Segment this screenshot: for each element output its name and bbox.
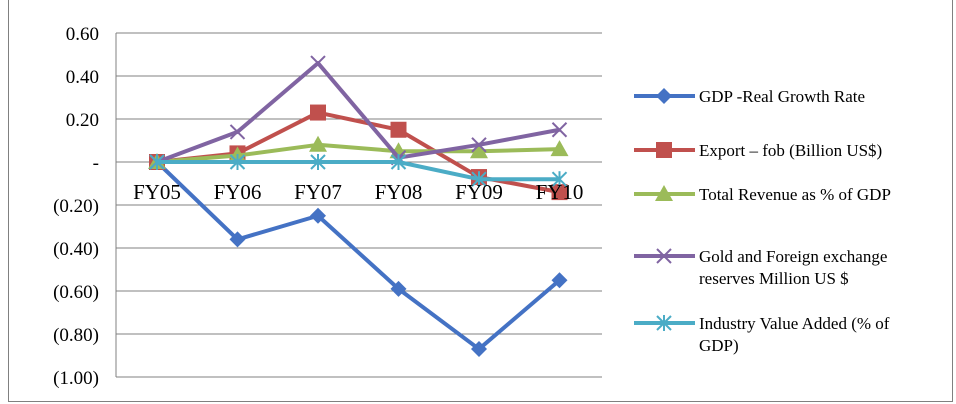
triangle-shape <box>470 142 488 159</box>
legend-item-3: Total Revenue as % of GDP <box>634 185 891 204</box>
diamond-shape <box>310 207 326 224</box>
series-line <box>156 142 560 164</box>
diamond-marker <box>310 207 326 224</box>
gridlines <box>115 32 602 378</box>
x-marker <box>656 248 672 264</box>
x-marker <box>551 122 568 138</box>
legend-label: Export – fob (Billion US$) <box>699 141 882 160</box>
diamond-marker <box>471 341 487 358</box>
series-1 <box>149 154 568 358</box>
x-tick-label: FY09 <box>455 180 503 204</box>
y-tick-label: - <box>93 153 99 174</box>
asterisk-marker <box>471 171 487 188</box>
triangle-marker <box>550 140 569 157</box>
x-stroke <box>310 55 326 71</box>
x-tick-label: FY10 <box>536 180 584 204</box>
x-marker <box>471 137 487 153</box>
y-tick-label: 0.20 <box>66 110 99 131</box>
diamond-marker <box>551 272 568 289</box>
square-shape <box>390 121 407 138</box>
diamond-shape <box>656 88 672 104</box>
series-lines <box>148 55 569 358</box>
asterisk-marker <box>551 171 568 188</box>
series-5 <box>149 154 568 188</box>
y-tick-label: 0.40 <box>66 67 99 88</box>
diamond-shape <box>471 341 487 358</box>
triangle-shape <box>309 135 327 152</box>
x-stroke <box>551 122 568 138</box>
diamond-shape <box>390 280 407 297</box>
x-tick-label: FY06 <box>214 180 262 204</box>
series-line <box>156 61 560 164</box>
y-tick-label: (0.80) <box>53 325 99 346</box>
y-tick-label: (1.00) <box>53 368 99 389</box>
y-axis-ticks: 0.60 0.40 0.20 - (0.20) (0.40) (0.60) (0.80) (1.… <box>53 24 99 389</box>
legend-item-4: Gold and Foreign exchange reserves Millio… <box>634 247 887 288</box>
legend-item-1: GDP -Real Growth Rate <box>634 87 865 106</box>
diamond-marker <box>656 88 672 104</box>
triangle-marker <box>655 185 673 201</box>
triangle-shape <box>550 140 569 157</box>
asterisk-marker <box>390 154 407 170</box>
x-stroke <box>229 124 246 140</box>
x-axis-ticks: FY05 FY06 FY07 FY08 FY09 FY10 <box>133 180 583 204</box>
line-chart: 0.60 0.40 0.20 - (0.20) (0.40) (0.60) (0.80) (1.… <box>53 24 891 389</box>
triangle-marker <box>470 142 488 159</box>
legend-label: GDP -Real Growth Rate <box>699 87 865 106</box>
legend-label: Gold and Foreign exchange <box>699 247 887 266</box>
diamond-shape <box>229 231 246 248</box>
series-line <box>155 160 561 352</box>
legend-label: Industry Value Added (% of <box>699 314 890 333</box>
x-marker <box>229 124 246 140</box>
square-marker <box>310 104 326 121</box>
y-tick-label: (0.60) <box>53 282 99 303</box>
square-marker <box>390 121 407 138</box>
square-shape <box>656 142 672 158</box>
chart-frame: 0.60 0.40 0.20 - (0.20) (0.40) (0.60) (0.80) (1.… <box>8 0 953 402</box>
triangle-marker <box>309 135 327 152</box>
legend-label: GDP) <box>699 336 739 355</box>
series-line <box>157 160 560 182</box>
square-marker <box>551 184 568 201</box>
x-stroke <box>656 248 672 264</box>
y-tick-label: (0.40) <box>53 239 99 260</box>
square-shape <box>310 104 326 121</box>
y-tick-label: (0.20) <box>53 196 99 217</box>
asterisk-marker <box>656 315 672 331</box>
square-shape <box>551 184 568 201</box>
asterisk-marker <box>149 154 165 170</box>
x-tick-label: FY05 <box>133 180 181 204</box>
square-marker <box>656 142 672 158</box>
legend-item-2: Export – fob (Billion US$) <box>634 141 882 160</box>
diamond-marker <box>390 280 407 297</box>
legend: GDP -Real Growth Rate Export – fob (Billi… <box>634 87 891 355</box>
asterisk-marker <box>229 154 246 170</box>
x-stroke <box>471 137 487 153</box>
x-tick-label: FY08 <box>375 180 423 204</box>
asterisk-marker <box>310 154 326 170</box>
x-marker <box>310 55 326 71</box>
diamond-marker <box>229 231 246 248</box>
triangle-shape <box>655 185 673 201</box>
legend-item-5: Industry Value Added (% of GDP) <box>634 314 890 355</box>
x-tick-label: FY07 <box>294 180 342 204</box>
legend-label: reserves Million US $ <box>699 269 849 288</box>
y-tick-label: 0.60 <box>66 24 99 45</box>
legend-label: Total Revenue as % of GDP <box>699 185 891 204</box>
diamond-shape <box>551 272 568 289</box>
